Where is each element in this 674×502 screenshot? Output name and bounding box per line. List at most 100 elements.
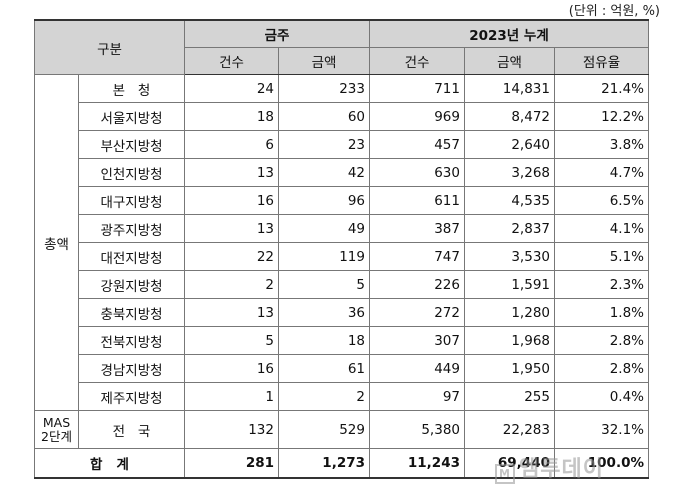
cum-count: 457 [369, 130, 465, 159]
total-week-count: 281 [184, 448, 279, 479]
office-name: 강원지방청 [78, 270, 185, 299]
cum-count: 747 [369, 242, 465, 271]
mas-label: MAS 2단계 [34, 410, 79, 449]
week-amount: 2 [278, 382, 370, 411]
cum-count: 307 [369, 326, 465, 355]
header-row-2: 건수 금액 건수 금액 점유율 [35, 47, 649, 75]
mas-label-line1: MAS [42, 414, 71, 430]
cum-count: 630 [369, 158, 465, 187]
cum-count: 611 [369, 186, 465, 215]
group-label: 총액 [34, 74, 79, 411]
unit-note: (단위 : 억원, %) [568, 4, 660, 19]
table-row: 대구지방청 16 96 611 4,535 6.5% [35, 186, 649, 215]
total-share: 100.0% [554, 448, 649, 479]
table-row: 강원지방청 2 5 226 1,591 2.3% [35, 270, 649, 299]
week-amount: 49 [278, 214, 370, 243]
share: 12.2% [554, 102, 649, 131]
week-amount: 119 [278, 242, 370, 271]
cum-amount: 4,535 [464, 186, 555, 215]
total-cum-amount: 69,440 [464, 448, 555, 479]
share: 6.5% [554, 186, 649, 215]
table-row: 총액 본 청 24 233 711 14,831 21.4% [34, 74, 649, 411]
cum-amount: 3,530 [464, 242, 555, 271]
total-cum-count: 11,243 [369, 448, 465, 479]
week-count: 22 [184, 242, 279, 271]
cum-amount: 1,950 [464, 354, 555, 383]
cum-count: 969 [369, 102, 465, 131]
watermark-logo: M 엠투데이 [495, 451, 604, 484]
total-row: 합 계 281 1,273 11,243 69,440 100.0% [34, 448, 649, 479]
office-name: 본 청 [78, 74, 185, 103]
cum-count: 711 [369, 74, 465, 103]
header-cum-count: 건수 [369, 47, 465, 75]
office-name: 대구지방청 [78, 186, 185, 215]
week-amount: 18 [278, 326, 370, 355]
header-week-count: 건수 [184, 47, 279, 75]
mas-name: 전 국 [78, 410, 185, 449]
mas-row: MAS 2단계 전 국 132 529 5,380 22,283 32.1% [34, 410, 649, 449]
cum-count: 272 [369, 298, 465, 327]
week-count: 24 [184, 74, 279, 103]
week-count: 13 [184, 158, 279, 187]
table-row: 광주지방청 13 49 387 2,837 4.1% [35, 214, 649, 243]
table-row: 인천지방청 13 42 630 3,268 4.7% [35, 158, 649, 187]
mas-cum-amount: 22,283 [464, 410, 555, 449]
header-share: 점유율 [554, 47, 649, 75]
week-count: 2 [184, 270, 279, 299]
share: 4.7% [554, 158, 649, 187]
table-body: 총액 본 청 24 233 711 14,831 21.4% 서울지방청 18 60 969 8,47… [34, 74, 649, 479]
week-amount: 233 [278, 74, 370, 103]
week-count: 13 [184, 298, 279, 327]
mas-cum-count: 5,380 [369, 410, 465, 449]
table-row: 전북지방청 5 18 307 1,968 2.8% [35, 326, 649, 355]
week-count: 16 [184, 186, 279, 215]
office-name: 인천지방청 [78, 158, 185, 187]
header-row-1: 구분 금주 2023년 누계 [34, 19, 649, 75]
week-count: 16 [184, 354, 279, 383]
cum-amount: 3,268 [464, 158, 555, 187]
mas-week-count: 132 [184, 410, 279, 449]
week-count: 6 [184, 130, 279, 159]
share: 4.1% [554, 214, 649, 243]
share: 21.4% [554, 74, 649, 103]
cum-amount: 8,472 [464, 102, 555, 131]
header-this-week: 금주 [184, 19, 370, 48]
share: 1.8% [554, 298, 649, 327]
cum-amount: 14,831 [464, 74, 555, 103]
mas-week-amount: 529 [278, 410, 370, 449]
office-name: 전북지방청 [78, 326, 185, 355]
week-amount: 61 [278, 354, 370, 383]
cum-count: 387 [369, 214, 465, 243]
cum-amount: 2,837 [464, 214, 555, 243]
office-name: 서울지방청 [78, 102, 185, 131]
week-count: 5 [184, 326, 279, 355]
share: 2.3% [554, 270, 649, 299]
cum-amount: 2,640 [464, 130, 555, 159]
cum-amount: 255 [464, 382, 555, 411]
share: 3.8% [554, 130, 649, 159]
week-count: 13 [184, 214, 279, 243]
table-row: 충북지방청 13 36 272 1,280 1.8% [35, 298, 649, 327]
share: 5.1% [554, 242, 649, 271]
table-row: 대전지방청 22 119 747 3,530 5.1% [35, 242, 649, 271]
mas-share: 32.1% [554, 410, 649, 449]
week-count: 18 [184, 102, 279, 131]
office-name: 대전지방청 [78, 242, 185, 271]
table-row: 경남지방청 16 61 449 1,950 2.8% [35, 354, 649, 383]
office-name: 경남지방청 [78, 354, 185, 383]
office-name: 충북지방청 [78, 298, 185, 327]
week-amount: 23 [278, 130, 370, 159]
cum-count: 226 [369, 270, 465, 299]
watermark-box: M [495, 464, 515, 484]
cum-amount: 1,591 [464, 270, 555, 299]
header-category: 구분 [34, 19, 185, 75]
week-amount: 60 [278, 102, 370, 131]
office-name: 제주지방청 [78, 382, 185, 411]
share: 2.8% [554, 354, 649, 383]
cum-count: 449 [369, 354, 465, 383]
header-cum-amount: 금액 [464, 47, 555, 75]
office-name: 광주지방청 [78, 214, 185, 243]
week-amount: 96 [278, 186, 370, 215]
cum-count: 97 [369, 382, 465, 411]
cum-amount: 1,280 [464, 298, 555, 327]
